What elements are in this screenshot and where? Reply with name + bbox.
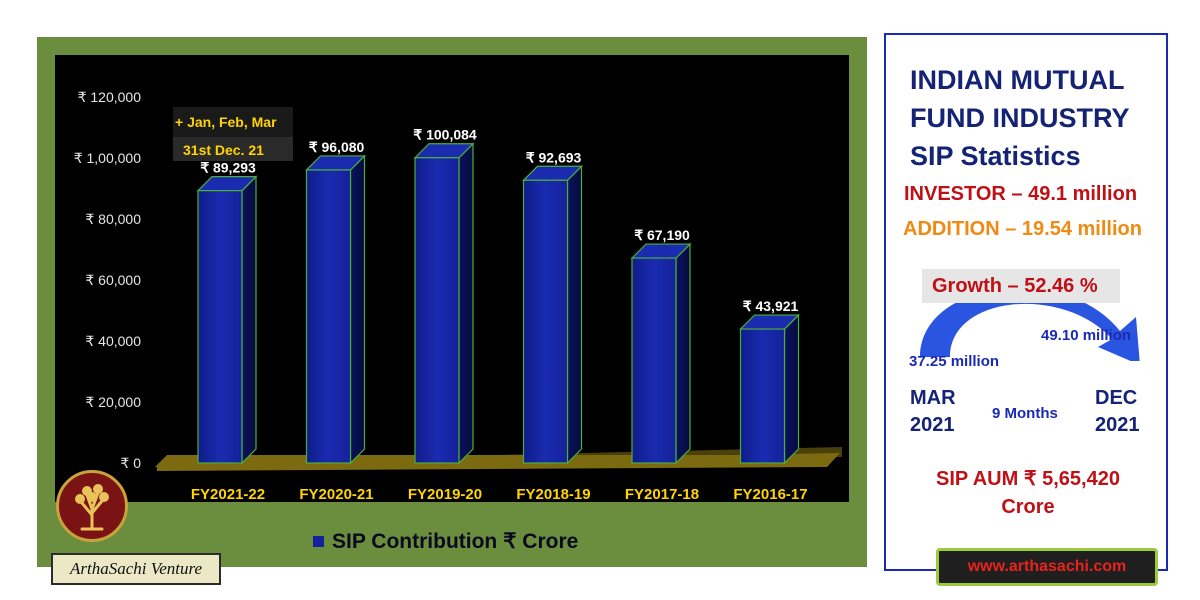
y-tick-label: ₹ 120,000 (78, 89, 142, 105)
addition-stat: ADDITION – 19.54 million (903, 218, 1142, 240)
chart-floor-top (155, 455, 837, 467)
info-title: INDIAN MUTUAL FUND INDUSTRY SIP Statisti… (910, 61, 1160, 175)
growth-stat: Growth – 52.46 % (932, 275, 1098, 297)
start-year: 2021 (910, 414, 955, 436)
y-tick-label: ₹ 0 (120, 455, 141, 471)
x-tick-label: FY2020-21 (299, 486, 373, 503)
bar (196, 175, 258, 465)
x-tick-label: FY2019-20 (408, 486, 482, 503)
bar (739, 313, 800, 465)
y-tick-label: ₹ 80,000 (85, 211, 141, 227)
annotation-box (173, 137, 293, 161)
annotation-text: 31st Dec. 21 (183, 142, 264, 158)
bar (522, 164, 583, 465)
y-tick-label: ₹ 20,000 (85, 394, 141, 410)
bar-value-label: ₹ 92,693 (526, 149, 582, 165)
value-labels: ₹ 89,293 ₹ 96,080 ₹ 100,084 ₹ 92,693 ₹ 67,19… (200, 127, 798, 314)
bar-value-label: ₹ 67,190 (634, 227, 690, 243)
info-panel: INDIAN MUTUAL FUND INDUSTRY SIP Statisti… (884, 33, 1168, 571)
legend-swatch (313, 536, 324, 547)
tree-logo-icon (56, 470, 128, 542)
bar-front (631, 257, 677, 464)
bar-front (197, 190, 243, 464)
legend: SIP Contribution ₹ Crore (313, 529, 578, 554)
bar-value-label: ₹ 100,084 (413, 127, 477, 143)
bar-front (522, 179, 569, 464)
bar-value-label: ₹ 43,921 (743, 298, 799, 314)
y-axis: ₹ 0 ₹ 20,000 ₹ 40,000 ₹ 60,000 ₹ 80,000 ₹ 1,0… (74, 89, 142, 471)
investor-stat: INVESTOR – 49.1 million (904, 183, 1138, 205)
website-link[interactable]: www.arthasachi.com (936, 548, 1158, 586)
y-tick-label: ₹ 60,000 (85, 272, 141, 288)
chart-panel: ₹ 0 ₹ 20,000 ₹ 40,000 ₹ 60,000 ₹ 80,000 ₹ 1,0… (37, 37, 867, 567)
bar-side (783, 313, 800, 465)
bars (196, 142, 800, 465)
bar-value-label: ₹ 96,080 (309, 139, 365, 155)
x-axis: FY2021-22 FY2020-21 FY2019-20 FY2018-19 FY20… (191, 486, 808, 503)
bar-front (414, 157, 460, 464)
y-tick-label: ₹ 40,000 (85, 333, 141, 349)
end-year: 2021 (1095, 414, 1140, 436)
period-duration: 9 Months (992, 405, 1058, 422)
y-tick-label: ₹ 1,00,000 (74, 150, 142, 166)
bar-side (349, 154, 366, 465)
title-line: FUND INDUSTRY (910, 103, 1130, 133)
start-month: MAR (910, 387, 956, 409)
growth-box (922, 269, 1120, 303)
bar-front (739, 328, 786, 464)
legend-label: SIP Contribution ₹ Crore (332, 530, 579, 553)
bar-side (566, 164, 583, 465)
bar-front (305, 169, 352, 464)
bar-side (241, 175, 257, 465)
sip-aum: SIP AUM ₹ 5,65,420 Crore (886, 465, 1170, 521)
annotations: + Jan, Feb, Mar 31st Dec. 21 (173, 107, 293, 161)
start-value: 37.25 million (909, 353, 1000, 370)
bar (305, 154, 366, 465)
x-tick-label: FY2017-18 (625, 486, 699, 503)
bar-side (675, 242, 691, 465)
bar (630, 242, 692, 465)
title-line: SIP Statistics (910, 141, 1081, 171)
bar-value-label: ₹ 89,293 (200, 160, 256, 176)
x-tick-label: FY2018-19 (516, 486, 590, 503)
end-month: DEC (1095, 387, 1138, 409)
x-tick-label: FY2016-17 (733, 486, 807, 503)
aum-line-2: Crore (1001, 496, 1055, 518)
chart-svg: ₹ 0 ₹ 20,000 ₹ 40,000 ₹ 60,000 ₹ 80,000 ₹ 1,0… (55, 55, 849, 503)
end-period: DEC 2021 (1095, 385, 1140, 439)
bar-side (458, 142, 474, 465)
start-period: MAR 2021 (910, 385, 956, 439)
x-tick-label: FY2021-22 (191, 486, 265, 503)
end-value: 49.10 million (1041, 327, 1132, 344)
brand-name: ArthaSachi Venture (51, 553, 221, 585)
aum-line-1: SIP AUM ₹ 5,65,420 (936, 468, 1120, 490)
growth-arrow-icon (920, 288, 1140, 361)
annotation-box (173, 107, 293, 137)
annotation-text: + Jan, Feb, Mar (175, 114, 277, 130)
bar (413, 142, 475, 465)
title-line: INDIAN MUTUAL (910, 65, 1125, 95)
